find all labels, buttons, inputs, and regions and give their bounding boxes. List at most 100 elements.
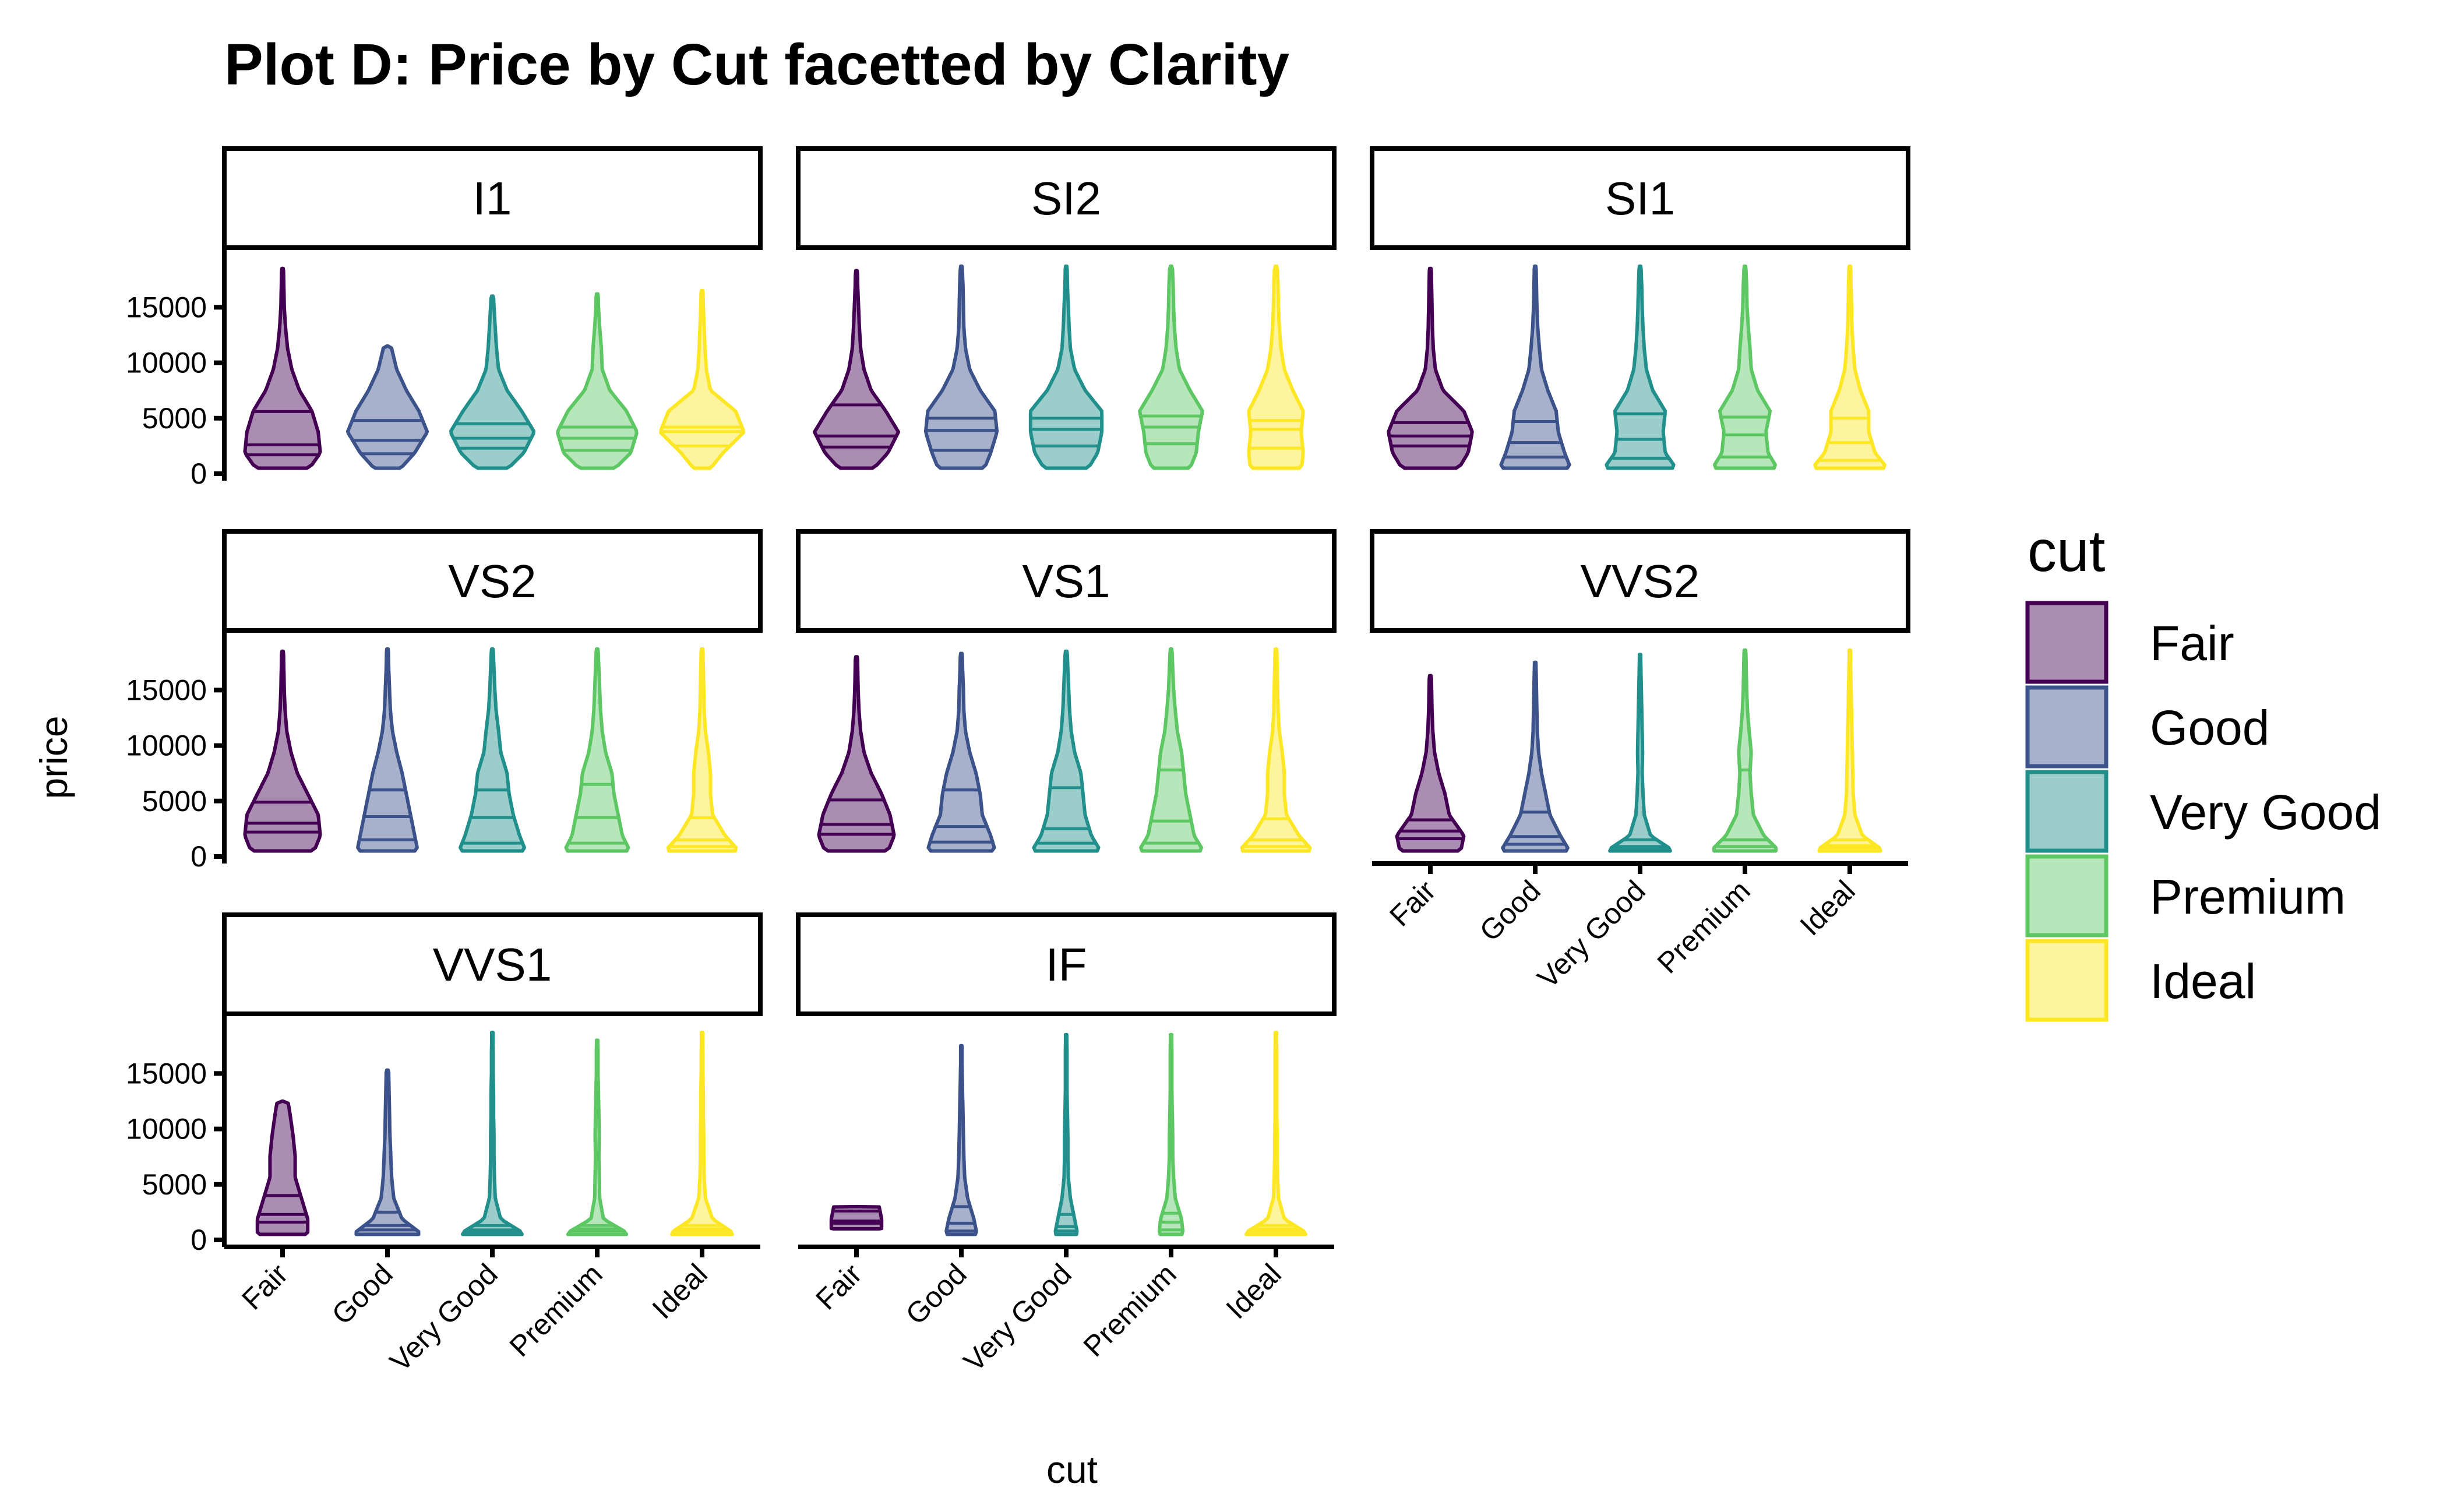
strip-label: VS2: [448, 555, 536, 607]
violin-body: [944, 1044, 978, 1236]
strip-label: SI1: [1605, 172, 1675, 224]
violin-fair: [243, 649, 322, 853]
strip-i1: [222, 146, 763, 250]
violin-good: [354, 1068, 421, 1236]
x-tick-label: Very Good: [383, 1257, 504, 1378]
strip-label: VVS1: [433, 939, 552, 991]
violin-body: [1247, 264, 1305, 470]
violin-ideal: [659, 288, 745, 470]
violin-very-good: [449, 294, 535, 470]
x-tick-label: Very Good: [957, 1257, 1078, 1378]
strip-vvs1: [222, 912, 763, 1016]
y-tick-label: 15000: [126, 674, 207, 706]
facet-i1: I1 0 5000 10000 15000: [126, 146, 763, 490]
legend-title: cut: [2028, 519, 2106, 584]
violin-premium: [564, 647, 630, 853]
legend-label: Premium: [2150, 869, 2346, 924]
violin-body: [461, 1030, 524, 1236]
violin-fair: [255, 1099, 310, 1236]
violin-premium: [556, 292, 639, 470]
violin-very-good: [1608, 653, 1672, 853]
y-tick-label: 5000: [142, 402, 207, 435]
chart-title: Plot D: Price by Cut facetted by Clarity: [224, 32, 1290, 97]
x-axis-title: cut: [1046, 1448, 1098, 1491]
strip-label: VS1: [1022, 555, 1110, 607]
violin-body: [1395, 674, 1466, 853]
legend-label: Fair: [2150, 616, 2234, 671]
violin-body: [813, 269, 900, 470]
violin-body: [1713, 264, 1777, 470]
violin-body: [1608, 653, 1672, 853]
violin-good: [923, 264, 999, 470]
violin-premium: [566, 1038, 629, 1236]
legend-label: Very Good: [2150, 785, 2381, 840]
legend-label: Good: [2150, 700, 2270, 755]
x-tick-label: Good: [1473, 874, 1547, 947]
facet-vs2: VS2 0 5000 10000 15000: [126, 529, 763, 873]
x-tick-label: Fair: [1383, 874, 1441, 932]
facet-panels: I1 0 5000 10000 15000 SI2 SI1 VS2 0 5000 10000 1500…: [126, 146, 1910, 1378]
violin-body: [1032, 649, 1101, 853]
violin-fair: [1387, 266, 1474, 470]
violin-premium: [1713, 264, 1777, 470]
facet-si2: SI2: [796, 146, 1337, 470]
violin-body: [1028, 264, 1104, 470]
strip-label: SI2: [1031, 172, 1101, 224]
violin-body: [566, 1038, 629, 1236]
violin-fair: [1395, 674, 1466, 853]
y-tick-label: 15000: [126, 291, 207, 323]
strip-if: [796, 912, 1337, 1016]
violin-body: [1817, 648, 1882, 853]
violin-good: [944, 1044, 978, 1236]
x-tick-label: Ideal: [1794, 874, 1861, 942]
legend-swatch: [2025, 601, 2108, 684]
legend-swatch: [2025, 854, 2108, 937]
y-axis-title: price: [32, 716, 75, 799]
legend: cut Fair Good Very Good Premium Ideal: [2025, 519, 2381, 1022]
y-tick-label: 0: [191, 1224, 207, 1256]
violin-body: [1053, 1032, 1079, 1236]
strip-vs1: [796, 529, 1337, 633]
violin-body: [556, 292, 639, 470]
strip-si2: [796, 146, 1337, 250]
x-tick-label: Premium: [1077, 1257, 1183, 1363]
violin-ideal: [1813, 264, 1887, 470]
violin-body: [354, 1068, 421, 1236]
x-tick-label: Fair: [809, 1257, 868, 1316]
strip-label: IF: [1045, 939, 1087, 991]
x-tick-label: Good: [900, 1257, 973, 1331]
violin-body: [356, 647, 419, 853]
violin-body: [1240, 647, 1312, 853]
violin-premium: [1157, 1032, 1185, 1236]
violin-good: [345, 344, 429, 470]
y-tick-label: 15000: [126, 1057, 207, 1090]
x-tick-label: Very Good: [1531, 874, 1652, 995]
legend-swatch: [2025, 939, 2108, 1022]
violin-very-good: [461, 1030, 524, 1236]
violin-body: [459, 647, 526, 853]
violin-very-good: [1053, 1032, 1079, 1236]
violin-fair: [243, 266, 322, 470]
legend-item-ideal: Ideal: [2025, 939, 2256, 1022]
violin-fair: [829, 1204, 884, 1231]
violin-body: [670, 1030, 734, 1236]
violin-premium: [1139, 647, 1203, 853]
legend-item-fair: Fair: [2025, 601, 2234, 684]
violin-body: [926, 651, 996, 853]
violin-body: [1813, 264, 1887, 470]
legend-item-good: Good: [2025, 685, 2270, 769]
violin-ideal: [670, 1030, 734, 1236]
violin-body: [1501, 660, 1570, 853]
violin-body: [1139, 647, 1203, 853]
y-tick-label: 0: [191, 840, 207, 873]
violin-good: [1499, 264, 1571, 470]
strip-label: I1: [473, 172, 512, 224]
violin-body: [666, 647, 738, 853]
violin-ideal: [1817, 648, 1882, 853]
violin-fair: [817, 655, 896, 853]
x-tick-label: Ideal: [646, 1257, 714, 1325]
strip-vvs2: [1370, 529, 1910, 633]
